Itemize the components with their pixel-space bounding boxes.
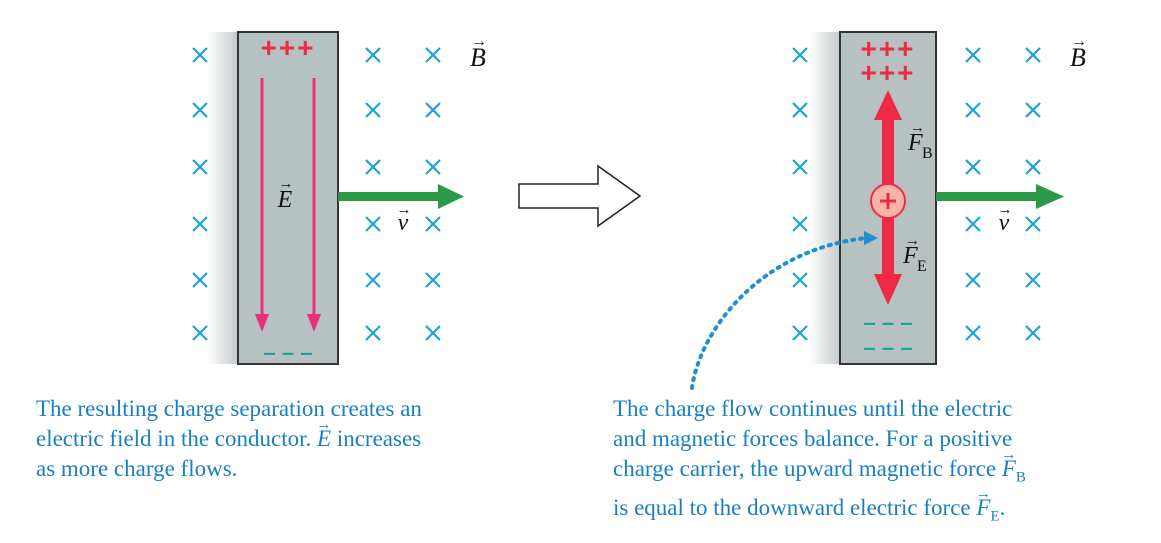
positive-charge-carrier (870, 183, 906, 219)
svg-text:v: v (398, 210, 409, 236)
left-caption-line-2: electric field in the conductor. E incre… (36, 424, 576, 454)
left-plus-charges: +++ (260, 32, 315, 63)
right-bfield-label: B → (1070, 33, 1087, 72)
left-velocity-arrow (338, 184, 464, 209)
x-mark-icon (965, 272, 981, 288)
svg-text:F: F (907, 130, 923, 156)
x-mark-icon (365, 102, 381, 118)
magnetic-force-label: F → B (907, 120, 933, 162)
x-mark-icon (1025, 216, 1041, 232)
x-mark-icon (192, 102, 208, 118)
right-panel: +++ +++ – – – – – – F → B F → E (690, 31, 1087, 390)
x-mark-icon (365, 47, 381, 63)
x-mark-icon (792, 159, 808, 175)
right-cross-field (792, 47, 1041, 341)
svg-text:E: E (917, 258, 927, 275)
svg-text:E: E (277, 187, 293, 213)
right-minus-charges-row1: – – – (864, 310, 913, 335)
right-caption-line-1: The charge flow continues until the elec… (613, 396, 1013, 421)
x-mark-icon (425, 325, 441, 341)
x-mark-icon (1025, 325, 1041, 341)
left-velocity-label: v → (397, 202, 412, 236)
x-mark-icon (965, 216, 981, 232)
x-mark-icon (365, 272, 381, 288)
svg-text:→: → (910, 120, 925, 136)
right-plus-charges-row1: +++ (860, 33, 915, 64)
left-conductor-shadow (208, 32, 238, 364)
left-cross-field (192, 47, 441, 341)
x-mark-icon (365, 325, 381, 341)
x-mark-icon (792, 325, 808, 341)
right-minus-charges-row2: – – – (864, 335, 913, 360)
hollow-right-arrow-icon (518, 164, 642, 228)
x-mark-icon (425, 47, 441, 63)
x-mark-icon (1025, 47, 1041, 63)
right-caption-line-4: is equal to the downward electric force … (613, 493, 1158, 532)
x-mark-icon (425, 102, 441, 118)
right-caption-line-3: charge carrier, the upward magnetic forc… (613, 454, 1158, 493)
efield-label: E → (277, 176, 294, 213)
right-caption-line-2: and magnetic forces balance. For a posit… (613, 426, 1013, 451)
left-caption: The resulting charge separation creates … (36, 394, 576, 484)
x-mark-icon (965, 47, 981, 63)
x-mark-icon (792, 272, 808, 288)
x-mark-icon (1025, 159, 1041, 175)
x-mark-icon (365, 216, 381, 232)
svg-text:→: → (998, 202, 1013, 218)
svg-text:→: → (279, 176, 294, 192)
x-mark-icon (792, 102, 808, 118)
efield-arrow-2 (307, 78, 321, 332)
svg-text:→: → (1071, 33, 1087, 50)
svg-text:F: F (902, 243, 918, 269)
svg-text:→: → (471, 33, 487, 50)
electric-force-arrow (874, 214, 902, 305)
x-mark-icon (365, 159, 381, 175)
left-conductor (237, 31, 339, 365)
x-mark-icon (192, 216, 208, 232)
x-mark-icon (192, 159, 208, 175)
svg-text:v: v (999, 210, 1010, 236)
right-conductor-shadow (810, 32, 840, 364)
electric-force-label: F → E (902, 233, 927, 275)
x-mark-icon (425, 216, 441, 232)
x-mark-icon (425, 272, 441, 288)
left-minus-charges: – – – (264, 340, 313, 365)
x-mark-icon (425, 159, 441, 175)
x-mark-icon (1025, 272, 1041, 288)
svg-text:→: → (905, 233, 920, 249)
x-mark-icon (965, 159, 981, 175)
left-caption-line-3: as more charge flows. (36, 456, 238, 481)
right-velocity-label: v → (998, 202, 1013, 236)
right-plus-charges-row2: +++ (860, 57, 915, 88)
x-mark-icon (192, 325, 208, 341)
right-velocity-arrow (936, 184, 1064, 209)
x-mark-icon (1025, 102, 1041, 118)
efield-arrow-1 (255, 78, 269, 332)
left-panel: +++ – – – E → v → B → (192, 31, 487, 365)
x-mark-icon (192, 272, 208, 288)
svg-text:→: → (397, 202, 412, 218)
left-bfield-label: B → (470, 33, 487, 72)
right-caption: The charge flow continues until the elec… (613, 394, 1158, 531)
x-mark-icon (965, 102, 981, 118)
x-mark-icon (792, 216, 808, 232)
x-mark-icon (192, 47, 208, 63)
left-caption-line-1: The resulting charge separation creates … (36, 396, 422, 421)
x-mark-icon (792, 47, 808, 63)
dotted-pointer-arrow (690, 231, 878, 390)
svg-text:B: B (1070, 43, 1086, 72)
svg-text:B: B (922, 145, 933, 162)
magnetic-force-arrow (874, 90, 902, 188)
x-mark-icon (965, 325, 981, 341)
svg-text:B: B (470, 43, 486, 72)
